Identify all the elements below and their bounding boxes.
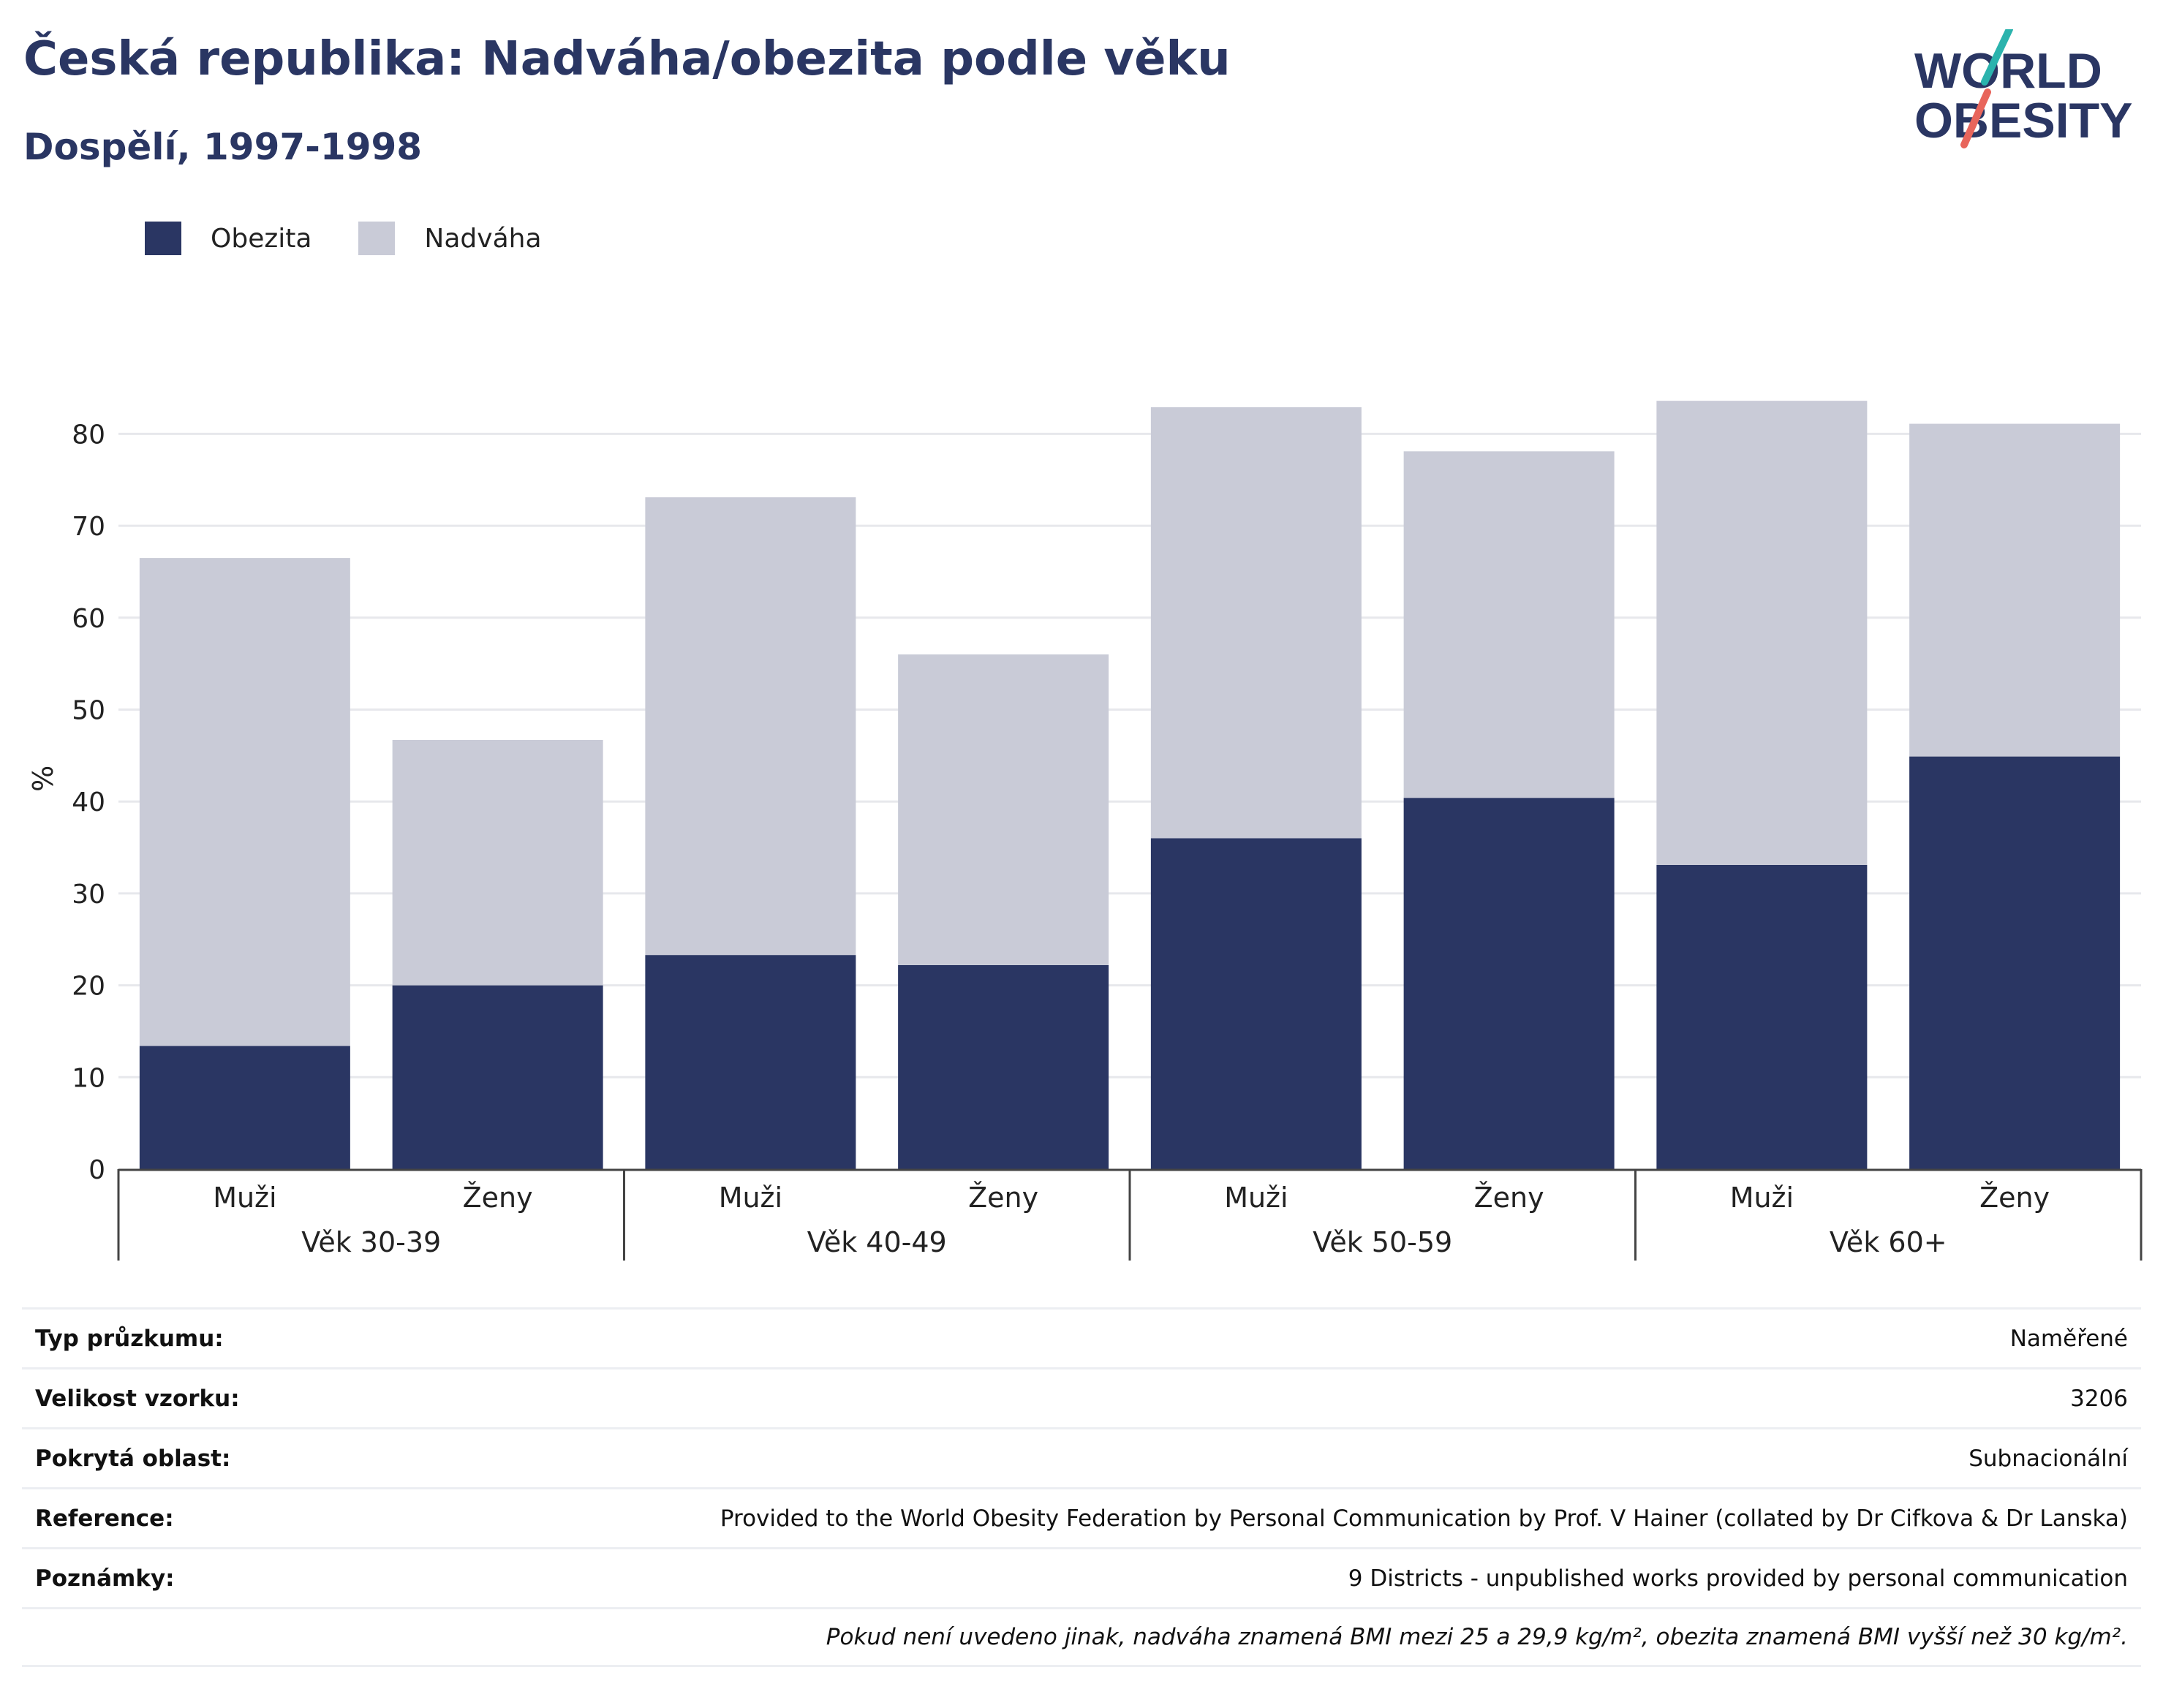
x-tick-label: Muži: [1730, 1182, 1794, 1214]
bar-obesity: [898, 964, 1109, 1169]
bar-obesity: [1403, 798, 1615, 1169]
chart-title: Česká republika: Nadváha/obezita podle v…: [23, 32, 1231, 86]
info-row-sample-size: Velikost vzorku: 3206: [22, 1367, 2141, 1427]
legend-label-obesity: Obezita: [211, 223, 312, 254]
x-tick-label: Ženy: [968, 1182, 1038, 1214]
x-tick-label: Muži: [1224, 1182, 1288, 1214]
bar-obesity: [1909, 756, 2121, 1169]
bar-overweight: [1403, 451, 1615, 798]
bar-obesity: [1150, 838, 1362, 1169]
info-label: Pokrytá oblast:: [35, 1445, 231, 1472]
info-value: Naměřené: [2009, 1325, 2128, 1352]
bar-overweight: [898, 654, 1109, 965]
y-tick-label: 10: [72, 1063, 105, 1093]
info-row-footnote: Pokud není uvedeno jinak, nadváha znamen…: [22, 1607, 2141, 1667]
legend-swatch-obesity: [145, 222, 181, 255]
bar-chart: 0 10 20 30 40 50 60 70 80% Muži Ženy Muži Ženy Muži Že…: [27, 401, 2143, 1261]
chart-subtitle: Dospělí, 1997-1998: [23, 126, 423, 168]
x-tick-label: Ženy: [1979, 1182, 2050, 1214]
y-tick-label: 0: [88, 1155, 105, 1185]
logo-accent-teal: [1981, 29, 2013, 86]
info-value: Provided to the World Obesity Federation…: [720, 1505, 2128, 1532]
legend-item-obesity[interactable]: Obezita: [145, 222, 312, 255]
chart-legend: Obezita Nadváha: [145, 219, 589, 257]
info-row-notes: Poznámky: 9 Districts - unpublished work…: [22, 1547, 2141, 1607]
x-group-label: Věk 60+: [1830, 1226, 1947, 1258]
y-tick-label: 20: [72, 972, 105, 1002]
bar-obesity: [139, 1046, 350, 1169]
info-value: Subnacionální: [1968, 1445, 2128, 1472]
bar-obesity: [392, 985, 603, 1169]
bmi-footnote: Pokud není uvedeno jinak, nadváha znamen…: [826, 1624, 2128, 1650]
y-tick-label: 70: [72, 512, 105, 542]
x-group-label: Věk 30-39: [301, 1226, 441, 1258]
legend-item-overweight[interactable]: Nadváha: [358, 222, 542, 255]
info-label: Poznámky:: [35, 1565, 175, 1592]
bar-overweight: [1656, 401, 1868, 865]
bar-obesity: [1656, 864, 1868, 1169]
world-obesity-logo: WORLD OBESITY: [1914, 29, 2133, 148]
x-group-label: Věk 50-59: [1313, 1226, 1452, 1258]
y-tick-label: 40: [72, 787, 105, 817]
info-label: Typ průzkumu:: [35, 1325, 224, 1352]
info-row-reference: Reference: Provided to the World Obesity…: [22, 1487, 2141, 1547]
y-tick-label: 50: [72, 696, 105, 726]
bar-overweight: [392, 739, 603, 986]
logo-line-1: WORLD: [1914, 43, 2102, 99]
bar-overweight: [1909, 423, 2121, 757]
bar-overweight: [139, 558, 350, 1046]
y-tick-label: 30: [72, 880, 105, 910]
logo-accent-coral: [1960, 88, 1991, 148]
info-row-survey-type: Typ průzkumu: Naměřené: [22, 1307, 2141, 1367]
logo-line-2: OBESITY: [1914, 93, 2133, 148]
info-label: Reference:: [35, 1505, 174, 1532]
x-group-label: Věk 40-49: [807, 1226, 947, 1258]
info-value: 3206: [2070, 1385, 2128, 1412]
survey-info-table: Typ průzkumu: Naměřené Velikost vzorku: …: [22, 1307, 2141, 1667]
bar-overweight: [645, 497, 856, 956]
legend-label-overweight: Nadváha: [424, 223, 542, 254]
legend-swatch-overweight: [358, 222, 396, 255]
bar-obesity: [645, 955, 856, 1169]
info-value: 9 Districts - unpublished works provided…: [1348, 1565, 2128, 1592]
y-tick-label: 80: [72, 420, 105, 450]
y-axis-label: %: [27, 766, 59, 792]
x-tick-label: Muži: [719, 1182, 782, 1214]
x-tick-label: Ženy: [463, 1182, 533, 1214]
bar-overweight: [1150, 407, 1362, 839]
info-row-area-covered: Pokrytá oblast: Subnacionální: [22, 1427, 2141, 1487]
y-tick-label: 60: [72, 604, 105, 634]
info-label: Velikost vzorku:: [35, 1385, 240, 1412]
x-tick-label: Ženy: [1474, 1182, 1544, 1214]
x-tick-label: Muži: [213, 1182, 276, 1214]
